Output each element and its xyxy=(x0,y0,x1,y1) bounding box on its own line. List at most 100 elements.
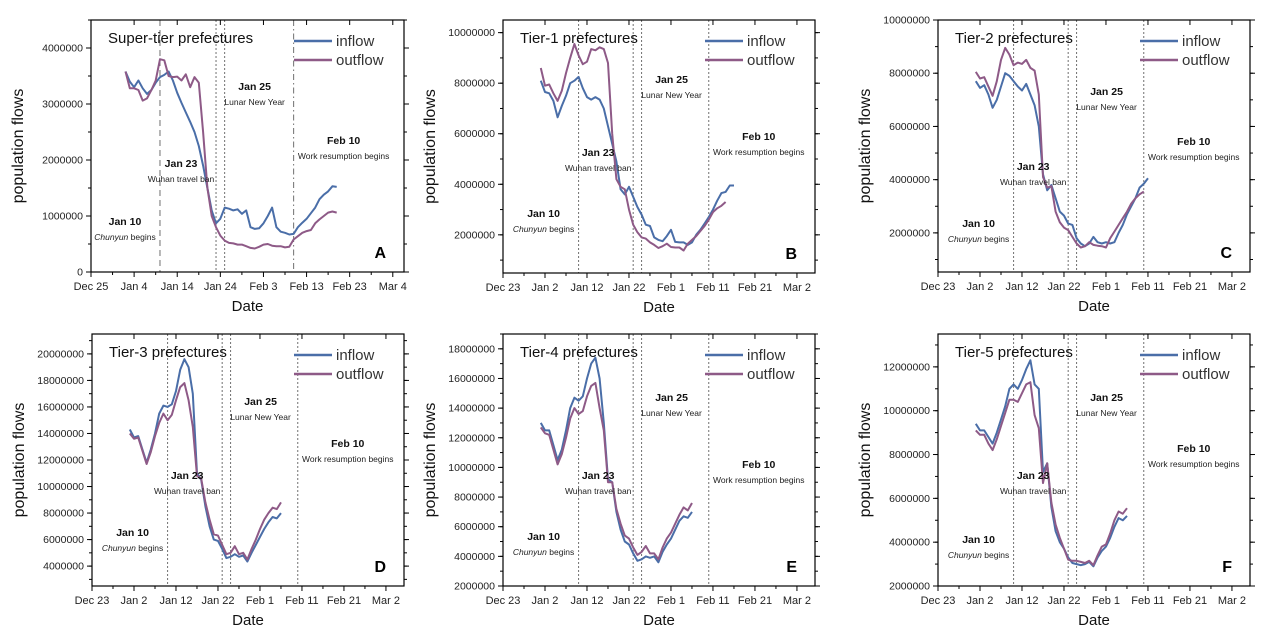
panel-letter: D xyxy=(374,559,386,576)
x-axis-label: Date xyxy=(643,299,675,316)
y-tick-label: 3000000 xyxy=(42,99,83,111)
x-tick-label: Mar 2 xyxy=(372,595,400,607)
event-date-label: Jan 10 xyxy=(109,216,142,228)
x-tick-label: Jan 22 xyxy=(1047,281,1080,293)
event-date-label: Jan 10 xyxy=(962,218,995,230)
event-description: Chunyun begins xyxy=(94,232,155,242)
x-tick-label: Feb 13 xyxy=(289,281,323,293)
x-tick-label: Jan 24 xyxy=(204,281,237,293)
event-description: Work resumption begins xyxy=(713,147,805,157)
x-tick-label: Jan 22 xyxy=(1047,595,1080,607)
panel-title: Tier-4 prefectures xyxy=(520,344,638,361)
legend-label-inflow: inflow xyxy=(1182,347,1221,364)
x-tick-label: Feb 3 xyxy=(249,281,277,293)
event-date-label: Jan 23 xyxy=(1017,470,1050,482)
x-tick-label: Jan 12 xyxy=(1005,595,1038,607)
y-axis-label: population flows xyxy=(857,403,874,518)
outflow-line xyxy=(539,43,727,252)
legend-label-inflow: inflow xyxy=(336,347,375,364)
x-axis-label: Date xyxy=(232,298,264,315)
event-description: Chunyun begins xyxy=(513,224,574,234)
y-tick-label: 8000000 xyxy=(43,508,84,520)
plot-frame xyxy=(90,19,405,273)
panel-letter: B xyxy=(785,246,797,263)
x-tick-label: Feb 21 xyxy=(327,595,361,607)
event-date-label: Feb 10 xyxy=(1177,443,1210,455)
event-description-rest: begins xyxy=(547,224,574,234)
panel-title: Tier-1 prefectures xyxy=(520,30,638,47)
x-tick-label: Mar 4 xyxy=(379,281,407,293)
y-tick-label: 6000000 xyxy=(889,121,930,133)
x-tick-label: Feb 21 xyxy=(1173,595,1207,607)
event-description: Chunyun begins xyxy=(102,543,163,553)
event-description: Work resumption begins xyxy=(302,454,394,464)
plot-frame xyxy=(502,333,816,587)
y-tick-label: 10000000 xyxy=(883,15,930,27)
legend-label-outflow: outflow xyxy=(336,52,384,69)
plot-frame xyxy=(502,19,816,274)
x-axis-label: Date xyxy=(643,612,675,629)
inflow-line xyxy=(974,72,1149,248)
x-tick-label: Feb 1 xyxy=(1092,281,1120,293)
legend-label-outflow: outflow xyxy=(336,366,384,383)
inflow-line xyxy=(539,75,734,246)
x-tick-label: Mar 2 xyxy=(1218,281,1246,293)
event-description: Work resumption begins xyxy=(298,151,390,161)
y-tick-label: 18000000 xyxy=(448,343,495,355)
y-tick-label: 10000000 xyxy=(37,481,84,493)
y-tick-label: 2000000 xyxy=(454,581,495,593)
y-tick-label: 14000000 xyxy=(37,428,84,440)
y-tick-label: 0 xyxy=(77,267,83,279)
y-tick-label: 10000000 xyxy=(448,27,495,39)
x-axis-label: Date xyxy=(1078,298,1110,315)
x-tick-label: Jan 2 xyxy=(967,595,994,607)
x-tick-label: Jan 22 xyxy=(612,282,645,294)
x-tick-label: Feb 11 xyxy=(1131,595,1164,607)
event-date-label: Feb 10 xyxy=(327,135,360,147)
event-description-italic: Chunyun xyxy=(94,232,128,242)
panel-letter: A xyxy=(374,245,386,262)
event-description: Wuhan travel ban xyxy=(148,174,215,184)
event-description: Lunar New Year xyxy=(1076,102,1137,112)
y-tick-label: 2000000 xyxy=(889,581,930,593)
y-tick-label: 8000000 xyxy=(889,449,930,461)
y-tick-label: 6000000 xyxy=(454,128,495,140)
y-tick-label: 10000000 xyxy=(448,462,495,474)
y-tick-label: 20000000 xyxy=(37,348,84,360)
outflow-line xyxy=(975,381,1128,567)
inflow-line xyxy=(124,70,337,236)
legend-label-inflow: inflow xyxy=(336,33,375,50)
y-tick-label: 8000000 xyxy=(454,492,495,504)
y-tick-label: 12000000 xyxy=(883,361,930,373)
y-axis-label: population flows xyxy=(422,403,439,518)
event-description: Lunar New Year xyxy=(1076,408,1137,418)
x-tick-label: Mar 2 xyxy=(1218,595,1246,607)
y-tick-label: 4000000 xyxy=(889,537,930,549)
outflow-line xyxy=(974,46,1145,249)
x-tick-label: Feb 11 xyxy=(696,595,729,607)
x-tick-label: Feb 1 xyxy=(657,282,685,294)
x-tick-label: Feb 11 xyxy=(285,595,318,607)
x-tick-label: Feb 21 xyxy=(738,282,772,294)
panel-letter: F xyxy=(1222,559,1232,576)
x-tick-label: Jan 14 xyxy=(161,281,194,293)
panel-c: 2000000 4000000 6000000 8000000 10000000 Dec … xyxy=(857,15,1255,315)
event-date-label: Jan 10 xyxy=(527,208,560,220)
y-tick-label: 8000000 xyxy=(454,78,495,90)
event-description-italic: Chunyun xyxy=(513,547,547,557)
x-axis-label: Date xyxy=(232,612,264,629)
event-date-label: Jan 23 xyxy=(1017,161,1050,173)
y-tick-label: 6000000 xyxy=(889,493,930,505)
event-date-label: Jan 25 xyxy=(655,74,688,86)
event-date-label: Jan 25 xyxy=(655,392,688,404)
x-tick-label: Jan 2 xyxy=(532,282,559,294)
panel-b: 2000000 4000000 6000000 8000000 10000000 Dec … xyxy=(422,19,820,316)
event-description-italic: Chunyun xyxy=(948,550,982,560)
event-description: Work resumption begins xyxy=(1148,152,1240,162)
x-tick-label: Jan 2 xyxy=(532,595,559,607)
y-tick-label: 14000000 xyxy=(448,403,495,415)
x-tick-label: Feb 21 xyxy=(1173,281,1207,293)
y-tick-label: 6000000 xyxy=(43,534,84,546)
event-date-label: Jan 25 xyxy=(1090,392,1123,404)
x-tick-label: Feb 21 xyxy=(738,595,772,607)
